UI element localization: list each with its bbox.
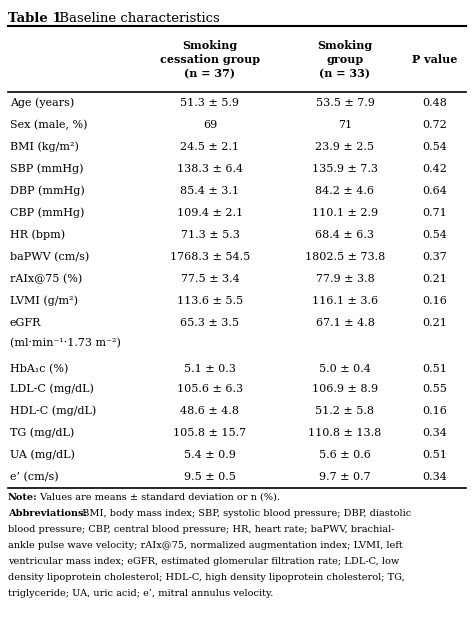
Text: CBP (mmHg): CBP (mmHg) bbox=[10, 208, 84, 219]
Text: HDL-C (mg/dL): HDL-C (mg/dL) bbox=[10, 406, 96, 416]
Text: 0.48: 0.48 bbox=[422, 98, 447, 108]
Text: 110.8 ± 13.8: 110.8 ± 13.8 bbox=[309, 428, 382, 438]
Text: 0.34: 0.34 bbox=[422, 428, 447, 438]
Text: 84.2 ± 4.6: 84.2 ± 4.6 bbox=[316, 186, 374, 196]
Text: 110.1 ± 2.9: 110.1 ± 2.9 bbox=[312, 208, 378, 218]
Text: 9.5 ± 0.5: 9.5 ± 0.5 bbox=[184, 472, 236, 482]
Text: triglyceride; UA, uric acid; e’, mitral annulus velocity.: triglyceride; UA, uric acid; e’, mitral … bbox=[8, 589, 273, 598]
Text: 85.4 ± 3.1: 85.4 ± 3.1 bbox=[181, 186, 239, 196]
Text: 65.3 ± 3.5: 65.3 ± 3.5 bbox=[181, 318, 239, 328]
Text: HR (bpm): HR (bpm) bbox=[10, 229, 65, 240]
Text: DBP (mmHg): DBP (mmHg) bbox=[10, 186, 85, 196]
Text: P value: P value bbox=[412, 54, 458, 65]
Text: 0.42: 0.42 bbox=[422, 164, 447, 174]
Text: 5.6 ± 0.6: 5.6 ± 0.6 bbox=[319, 450, 371, 460]
Text: 0.21: 0.21 bbox=[422, 318, 447, 328]
Text: ventricular mass index; eGFR, estimated glomerular filtration rate; LDL-C, low: ventricular mass index; eGFR, estimated … bbox=[8, 557, 399, 566]
Text: TG (mg/dL): TG (mg/dL) bbox=[10, 427, 74, 438]
Text: baPWV (cm/s): baPWV (cm/s) bbox=[10, 252, 89, 262]
Text: Sex (male, %): Sex (male, %) bbox=[10, 120, 88, 130]
Text: 68.4 ± 6.3: 68.4 ± 6.3 bbox=[316, 230, 374, 240]
Text: (ml·min⁻¹·1.73 m⁻²): (ml·min⁻¹·1.73 m⁻²) bbox=[10, 338, 121, 348]
Text: Table 1: Table 1 bbox=[8, 12, 62, 25]
Text: 0.37: 0.37 bbox=[423, 252, 447, 262]
Text: 5.1 ± 0.3: 5.1 ± 0.3 bbox=[184, 364, 236, 374]
Text: 48.6 ± 4.8: 48.6 ± 4.8 bbox=[181, 406, 239, 416]
Text: Baseline characteristics: Baseline characteristics bbox=[55, 12, 220, 25]
Text: 71: 71 bbox=[338, 120, 352, 130]
Text: 0.64: 0.64 bbox=[422, 186, 447, 196]
Text: e’ (cm/s): e’ (cm/s) bbox=[10, 472, 59, 482]
Text: 0.72: 0.72 bbox=[423, 120, 447, 130]
Text: 5.0 ± 0.4: 5.0 ± 0.4 bbox=[319, 364, 371, 374]
Text: 113.6 ± 5.5: 113.6 ± 5.5 bbox=[177, 296, 243, 306]
Text: 116.1 ± 3.6: 116.1 ± 3.6 bbox=[312, 296, 378, 306]
Text: BMI (kg/m²): BMI (kg/m²) bbox=[10, 142, 79, 152]
Text: LVMI (g/m²): LVMI (g/m²) bbox=[10, 296, 78, 306]
Text: 0.21: 0.21 bbox=[422, 274, 447, 284]
Text: 105.6 ± 6.3: 105.6 ± 6.3 bbox=[177, 384, 243, 394]
Text: 53.5 ± 7.9: 53.5 ± 7.9 bbox=[316, 98, 374, 108]
Text: 135.9 ± 7.3: 135.9 ± 7.3 bbox=[312, 164, 378, 174]
Text: 0.34: 0.34 bbox=[422, 472, 447, 482]
Text: 106.9 ± 8.9: 106.9 ± 8.9 bbox=[312, 384, 378, 394]
Text: 5.4 ± 0.9: 5.4 ± 0.9 bbox=[184, 450, 236, 460]
Text: 0.54: 0.54 bbox=[422, 230, 447, 240]
Text: LDL-C (mg/dL): LDL-C (mg/dL) bbox=[10, 383, 94, 394]
Text: eGFR: eGFR bbox=[10, 318, 41, 328]
Text: 138.3 ± 6.4: 138.3 ± 6.4 bbox=[177, 164, 243, 174]
Text: UA (mg/dL): UA (mg/dL) bbox=[10, 450, 75, 460]
Text: rAIx@75 (%): rAIx@75 (%) bbox=[10, 274, 82, 284]
Text: blood pressure; CBP, central blood pressure; HR, heart rate; baPWV, brachial-: blood pressure; CBP, central blood press… bbox=[8, 525, 394, 534]
Text: 0.51: 0.51 bbox=[422, 364, 447, 374]
Text: 67.1 ± 4.8: 67.1 ± 4.8 bbox=[316, 318, 374, 328]
Text: Smoking
cessation group
(n = 37): Smoking cessation group (n = 37) bbox=[160, 40, 260, 79]
Text: 1768.3 ± 54.5: 1768.3 ± 54.5 bbox=[170, 252, 250, 262]
Text: 71.3 ± 5.3: 71.3 ± 5.3 bbox=[181, 230, 239, 240]
Text: 109.4 ± 2.1: 109.4 ± 2.1 bbox=[177, 208, 243, 218]
Text: HbA₁c (%): HbA₁c (%) bbox=[10, 364, 68, 374]
Text: Age (years): Age (years) bbox=[10, 98, 74, 108]
Text: 0.51: 0.51 bbox=[422, 450, 447, 460]
Text: Values are means ± standard deviation or n (%).: Values are means ± standard deviation or… bbox=[37, 493, 280, 502]
Text: 69: 69 bbox=[203, 120, 217, 130]
Text: SBP (mmHg): SBP (mmHg) bbox=[10, 164, 83, 174]
Text: 51.2 ± 5.8: 51.2 ± 5.8 bbox=[316, 406, 374, 416]
Text: ankle pulse wave velocity; rAIx@75, normalized augmentation index; LVMI, left: ankle pulse wave velocity; rAIx@75, norm… bbox=[8, 541, 403, 550]
Text: density lipoprotein cholesterol; HDL-C, high density lipoprotein cholesterol; TG: density lipoprotein cholesterol; HDL-C, … bbox=[8, 573, 405, 582]
Text: 0.54: 0.54 bbox=[422, 142, 447, 152]
Text: 24.5 ± 2.1: 24.5 ± 2.1 bbox=[181, 142, 239, 152]
Text: 0.71: 0.71 bbox=[423, 208, 447, 218]
Text: 77.9 ± 3.8: 77.9 ± 3.8 bbox=[316, 274, 374, 284]
Text: 9.7 ± 0.7: 9.7 ± 0.7 bbox=[319, 472, 371, 482]
Text: Smoking
group
(n = 33): Smoking group (n = 33) bbox=[318, 40, 373, 79]
Text: 0.16: 0.16 bbox=[422, 296, 447, 306]
Text: 51.3 ± 5.9: 51.3 ± 5.9 bbox=[181, 98, 239, 108]
Text: 77.5 ± 3.4: 77.5 ± 3.4 bbox=[181, 274, 239, 284]
Text: 105.8 ± 15.7: 105.8 ± 15.7 bbox=[173, 428, 246, 438]
Text: Abbreviations:: Abbreviations: bbox=[8, 509, 87, 518]
Text: 0.55: 0.55 bbox=[422, 384, 447, 394]
Text: Note:: Note: bbox=[8, 493, 37, 502]
Text: 1802.5 ± 73.8: 1802.5 ± 73.8 bbox=[305, 252, 385, 262]
Text: 23.9 ± 2.5: 23.9 ± 2.5 bbox=[316, 142, 374, 152]
Text: BMI, body mass index; SBP, systolic blood pressure; DBP, diastolic: BMI, body mass index; SBP, systolic bloo… bbox=[79, 509, 411, 518]
Text: 0.16: 0.16 bbox=[422, 406, 447, 416]
